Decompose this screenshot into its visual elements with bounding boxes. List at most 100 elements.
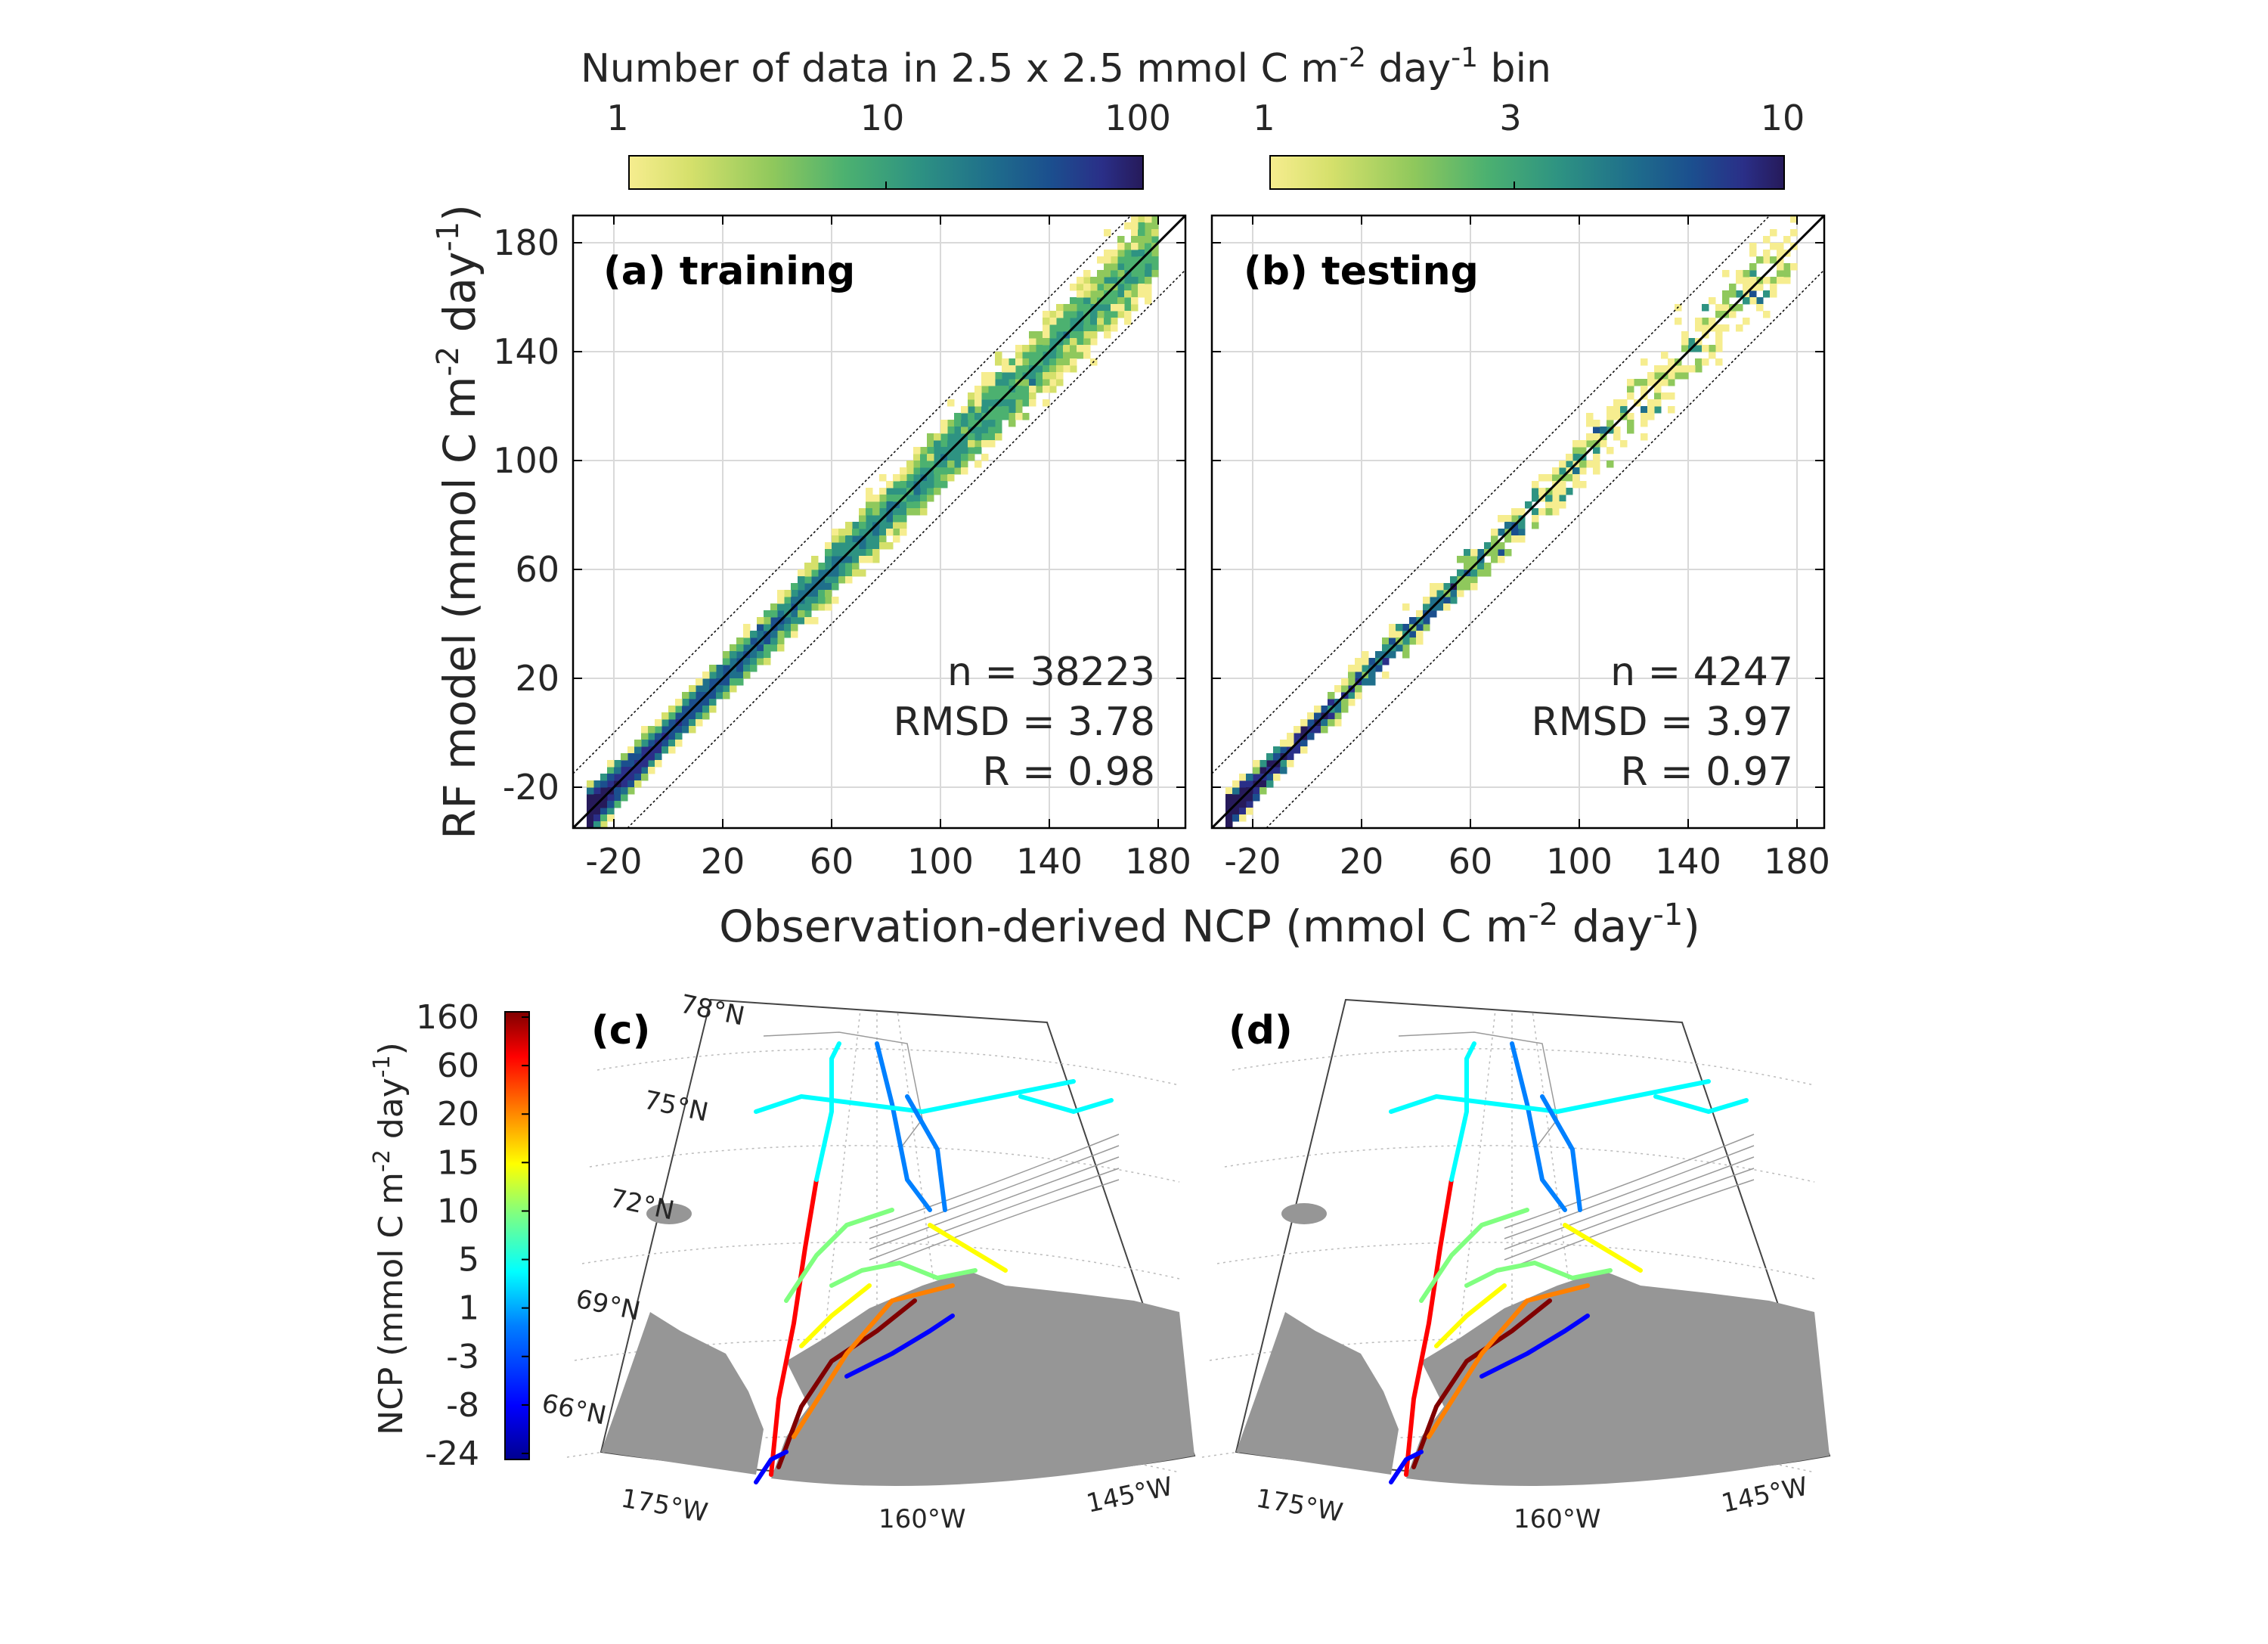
panel-a-rmsd: RMSD = 3.78 bbox=[894, 699, 1155, 745]
heatmap-bin bbox=[1749, 263, 1757, 271]
heatmap-bin bbox=[934, 467, 941, 475]
heatmap-bin bbox=[981, 420, 989, 427]
heatmap-bin bbox=[1715, 358, 1723, 366]
heatmap-bin bbox=[1470, 569, 1478, 577]
heatmap-bin bbox=[1416, 610, 1424, 618]
heatmap-bin bbox=[1756, 297, 1764, 305]
heatmap-bin bbox=[757, 644, 764, 652]
heatmap-bin bbox=[675, 706, 683, 713]
heatmap-bin bbox=[627, 760, 635, 768]
x-tick-label: 60 bbox=[1448, 841, 1493, 882]
heatmap-bin bbox=[1138, 290, 1145, 298]
heatmap-bin bbox=[1015, 352, 1023, 359]
heatmap-bin bbox=[1321, 726, 1328, 734]
map-c-label: (c) bbox=[591, 1008, 650, 1053]
heatmap-bin bbox=[1518, 529, 1526, 536]
heatmap-bin bbox=[1009, 379, 1016, 386]
heatmap-bin bbox=[1777, 250, 1784, 257]
heatmap-bin bbox=[1225, 801, 1233, 808]
heatmap-bin bbox=[968, 413, 975, 420]
heatmap-bin bbox=[920, 467, 928, 475]
heatmap-bin bbox=[845, 563, 853, 570]
heatmap-bin bbox=[1641, 433, 1648, 441]
heatmap-bin bbox=[1083, 345, 1091, 352]
heatmap-bin bbox=[750, 637, 758, 645]
heatmap-bin bbox=[1097, 324, 1105, 332]
heatmap-bin bbox=[1504, 535, 1512, 543]
heatmap-bin bbox=[1273, 753, 1281, 761]
heatmap-bin bbox=[675, 712, 683, 720]
heatmap-bin bbox=[913, 501, 921, 509]
heatmap-bin bbox=[1423, 603, 1430, 611]
heatmap-bin bbox=[832, 583, 839, 591]
heatmap-bin bbox=[1131, 236, 1139, 243]
heatmap-bin bbox=[641, 760, 649, 768]
heatmap-bin bbox=[934, 440, 941, 448]
heatmap-bin bbox=[1559, 467, 1566, 475]
heatmap-bin bbox=[1736, 290, 1743, 298]
heatmap-bin bbox=[1763, 256, 1771, 264]
heatmap-bin bbox=[1681, 372, 1689, 380]
heatmap-bin bbox=[1015, 392, 1023, 400]
heatmap-bin bbox=[1763, 277, 1771, 284]
heatmap-bin bbox=[1043, 338, 1050, 346]
heatmap-bin bbox=[791, 631, 798, 638]
heatmap-bin bbox=[627, 774, 635, 781]
heatmap-bin bbox=[1702, 318, 1709, 325]
heatmap-bin bbox=[893, 495, 900, 502]
heatmap-bin bbox=[906, 481, 914, 489]
heatmap-bin bbox=[1736, 304, 1743, 312]
heatmap-bin bbox=[1538, 488, 1546, 495]
heatmap-bin bbox=[1225, 787, 1233, 795]
heatmap-bin bbox=[981, 372, 989, 380]
heatmap-bin bbox=[852, 529, 860, 536]
heatmap-bin bbox=[886, 495, 894, 502]
heatmap-bin bbox=[770, 610, 778, 618]
heatmap-bin bbox=[648, 733, 655, 740]
heatmap-bin bbox=[696, 685, 703, 693]
heatmap-bin bbox=[920, 495, 928, 502]
heatmap-bin bbox=[1056, 379, 1064, 386]
x-tick-label: -20 bbox=[1224, 841, 1281, 882]
heatmap-bin bbox=[1702, 324, 1709, 332]
heatmap-bin bbox=[1641, 386, 1648, 393]
ncp-tick-label: 60 bbox=[437, 1047, 479, 1085]
heatmap-bin bbox=[1097, 290, 1105, 298]
heatmap-bin bbox=[866, 501, 873, 509]
heatmap-bin bbox=[1111, 297, 1118, 305]
ship-track bbox=[1427, 1283, 1590, 1439]
heatmap-bin bbox=[723, 678, 730, 686]
heatmap-bin bbox=[1083, 277, 1091, 284]
ship-track bbox=[844, 1314, 955, 1379]
heatmap-bin bbox=[1777, 243, 1784, 250]
heatmap-bin bbox=[1770, 277, 1777, 284]
ship-track bbox=[1411, 1298, 1552, 1469]
heatmap-bin bbox=[832, 535, 839, 543]
heatmap-bin bbox=[1777, 270, 1784, 278]
heatmap-bin bbox=[852, 522, 860, 529]
heatmap-bin bbox=[1138, 216, 1145, 223]
heatmap-bin bbox=[1253, 760, 1260, 768]
heatmap-bin bbox=[1702, 358, 1709, 366]
heatmap-bin bbox=[1334, 719, 1342, 727]
heatmap-bin bbox=[607, 774, 615, 781]
heatmap-bin bbox=[968, 406, 975, 414]
heatmap-bin bbox=[798, 569, 805, 577]
heatmap-bin bbox=[1124, 222, 1132, 230]
heatmap-bin bbox=[621, 780, 628, 788]
ship-track bbox=[1540, 1094, 1582, 1212]
heatmap-bin bbox=[1009, 399, 1016, 407]
heatmap-bin bbox=[723, 658, 730, 665]
heatmap-bin bbox=[614, 794, 621, 802]
heatmap-bin bbox=[587, 787, 594, 795]
heatmap-bin bbox=[1104, 324, 1111, 332]
heatmap-bin bbox=[886, 542, 894, 550]
heatmap-bin bbox=[1749, 297, 1757, 305]
heatmap-bin bbox=[696, 692, 703, 699]
heatmap-bin bbox=[1138, 222, 1145, 230]
heatmap-bin bbox=[974, 461, 982, 468]
heatmap-bin bbox=[906, 467, 914, 475]
heatmap-bin bbox=[825, 590, 832, 597]
heatmap-bin bbox=[689, 719, 696, 727]
wrangel-island bbox=[646, 1203, 692, 1224]
